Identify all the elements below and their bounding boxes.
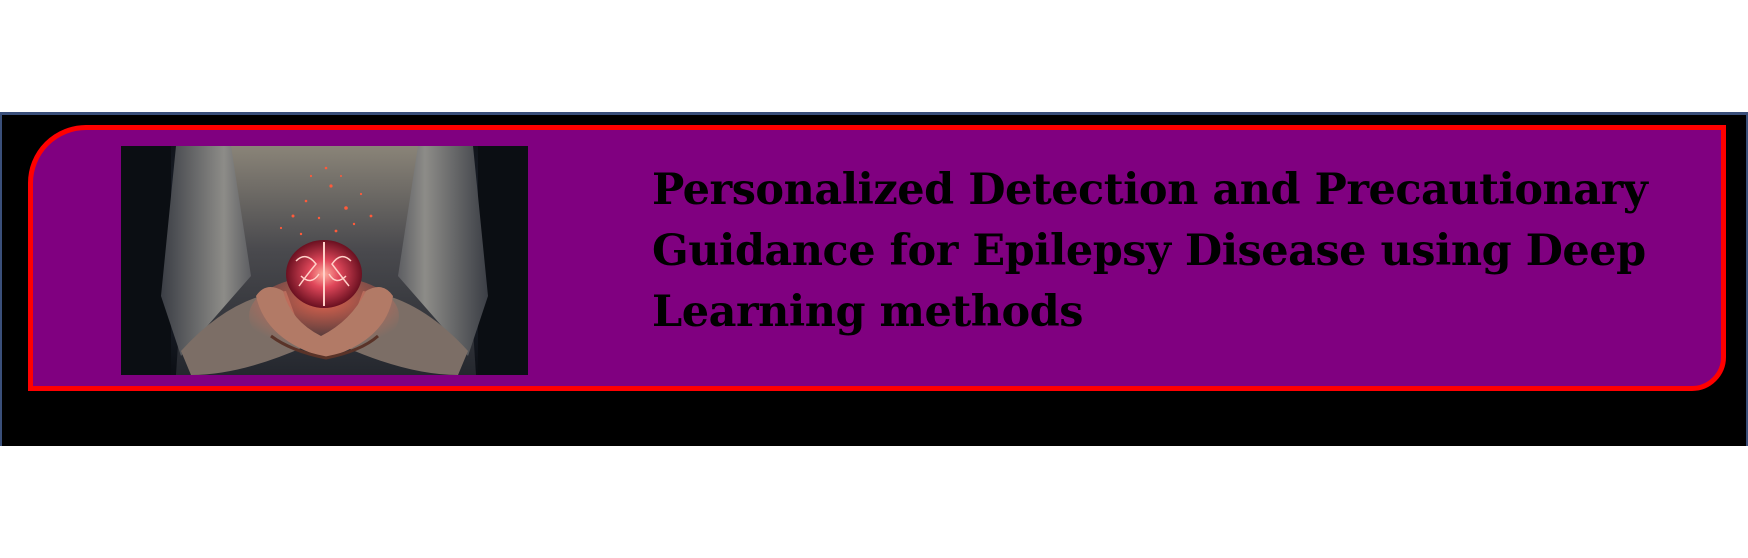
banner-title: Personalized Detection and Precautionary… <box>652 165 1648 337</box>
brain-hands-image <box>121 146 528 375</box>
